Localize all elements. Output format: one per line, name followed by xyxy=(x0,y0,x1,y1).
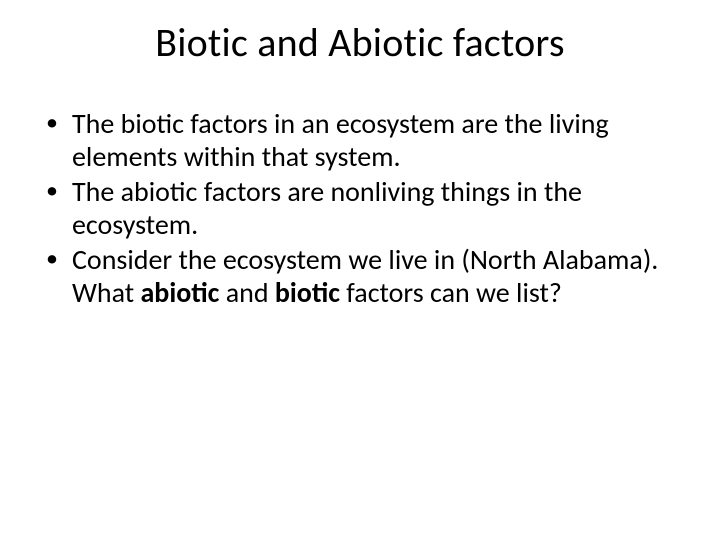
bullet-text-segment: biotic xyxy=(275,275,340,310)
bullet-item: Consider the ecosystem we live in (North… xyxy=(44,243,680,309)
bullet-text-segment: The abiotic factors are nonliving things… xyxy=(72,174,582,242)
bullet-text-segment: The biotic factors in an ecosystem are t… xyxy=(72,106,609,174)
bullet-item: The abiotic factors are nonliving things… xyxy=(44,175,680,241)
bullet-text-segment: abiotic xyxy=(140,275,219,310)
slide: Biotic and Abiotic factors The biotic fa… xyxy=(0,0,720,540)
bullet-text-segment: factors can we list? xyxy=(340,275,562,310)
bullet-text-segment: and xyxy=(219,275,275,310)
bullet-list: The biotic factors in an ecosystem are t… xyxy=(44,107,680,309)
slide-title: Biotic and Abiotic factors xyxy=(40,18,680,67)
bullet-item: The biotic factors in an ecosystem are t… xyxy=(44,107,680,173)
